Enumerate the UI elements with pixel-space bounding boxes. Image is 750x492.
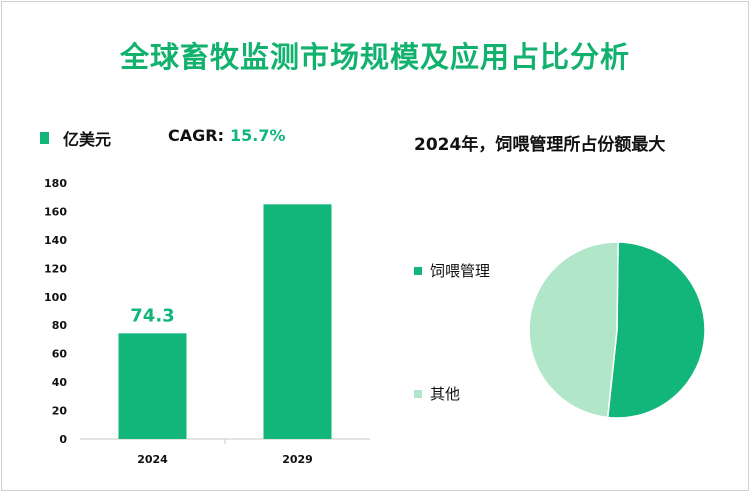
bar-legend-label: 亿美元 [63,130,112,149]
cagr-text: CAGR: 15.7% [168,126,286,145]
bar-data-label: 74.3 [130,305,174,326]
y-tick-label: 60 [52,348,68,361]
bar-legend: 亿美元 [40,126,111,150]
pie-title: 2024年，饲喂管理所占份额最大 [414,135,666,155]
y-tick-label: 20 [52,405,68,418]
pie-legend-label: 饲喂管理 [430,262,491,280]
bar-2029 [263,204,332,439]
y-tick-label: 80 [52,319,68,332]
page-title: 全球畜牧监测市场规模及应用占比分析 [119,40,630,74]
y-tick-label: 160 [44,205,67,218]
y-tick-label: 140 [44,234,67,247]
pie-slice-other [528,241,619,419]
bar-legend-swatch [40,132,49,144]
x-tick-label: 2024 [137,453,168,466]
y-tick-label: 120 [44,262,67,275]
y-tick-label: 180 [44,177,67,190]
cagr-label: CAGR: [168,126,224,145]
x-tick-label: 2029 [282,453,313,466]
pie-legend-item-feeding: 饲喂管理 [414,260,490,281]
pie-slice-feeding [606,241,706,419]
pie-legend-item-other: 其他 [414,383,460,404]
y-tick-label: 100 [44,291,67,304]
pie-legend-label: 其他 [430,385,461,403]
pie-legend-swatch [414,266,422,275]
bar-2024 [118,333,187,439]
cagr-value: 15.7% [229,126,286,145]
y-tick-label: 0 [59,433,67,446]
pie-legend-swatch [414,389,422,398]
y-tick-label: 40 [52,376,68,389]
